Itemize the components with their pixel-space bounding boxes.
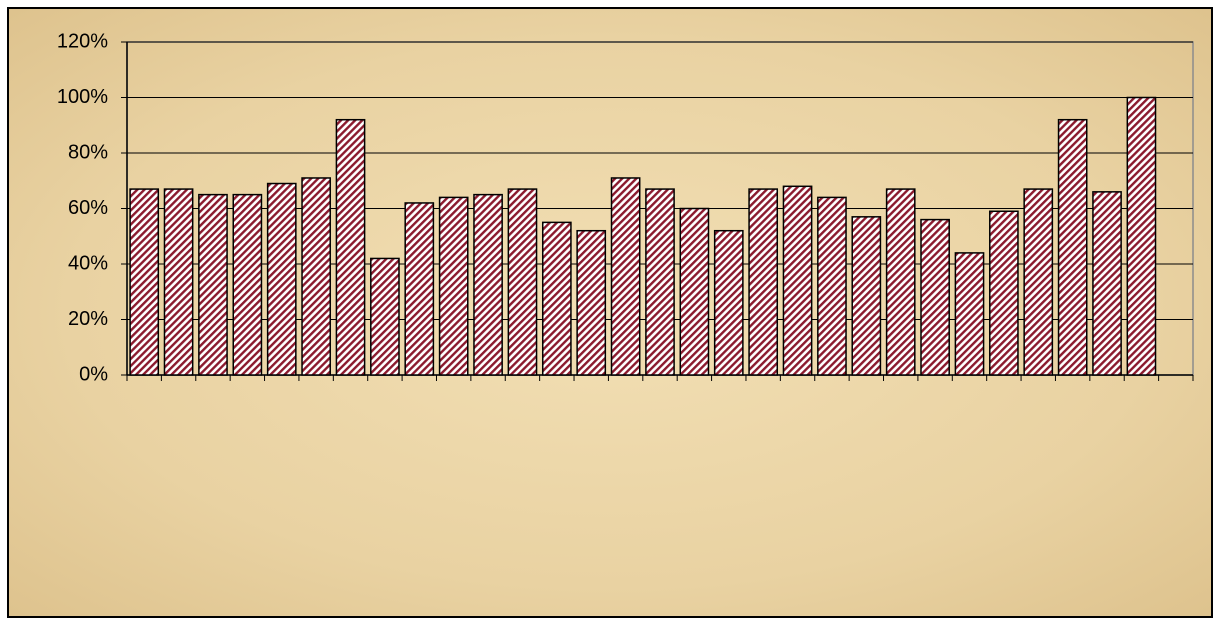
- y-tick-label: 120%: [57, 30, 108, 52]
- bar: [713, 229, 744, 376]
- bar: [266, 182, 297, 376]
- bar: [748, 188, 779, 376]
- y-tick-label: 100%: [57, 86, 108, 108]
- bar: [370, 257, 400, 376]
- bar: [301, 177, 331, 376]
- bar: [198, 193, 228, 376]
- y-tick-label: 40%: [68, 252, 108, 274]
- y-tick-label: 0%: [79, 363, 108, 385]
- y-tick-label: 60%: [68, 197, 108, 219]
- bar: [817, 196, 847, 376]
- bar: [576, 229, 607, 376]
- bar: [1023, 188, 1054, 376]
- bar: [163, 188, 194, 376]
- y-tick-label: 20%: [68, 308, 108, 330]
- y-tick-label: 80%: [68, 141, 108, 163]
- bar: [404, 202, 435, 376]
- bar: [954, 252, 985, 376]
- bar: [679, 207, 710, 376]
- bar: [1126, 96, 1157, 376]
- bar: [1057, 118, 1088, 376]
- bar: [610, 177, 641, 376]
- bar: [885, 188, 916, 376]
- bar: [129, 188, 160, 376]
- bar: [232, 193, 263, 376]
- bar: [851, 216, 882, 376]
- bar: [989, 210, 1019, 376]
- bar: [507, 188, 538, 376]
- bar: [1092, 191, 1122, 376]
- bar: [782, 185, 813, 376]
- bar: [920, 218, 950, 376]
- bar: [473, 193, 503, 376]
- bar: [438, 196, 469, 376]
- bar: [541, 221, 572, 376]
- bar: [645, 188, 675, 376]
- bar: [335, 118, 366, 376]
